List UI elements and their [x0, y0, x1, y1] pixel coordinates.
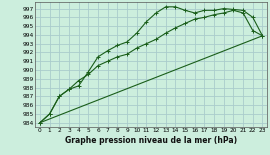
X-axis label: Graphe pression niveau de la mer (hPa): Graphe pression niveau de la mer (hPa) — [65, 136, 237, 145]
